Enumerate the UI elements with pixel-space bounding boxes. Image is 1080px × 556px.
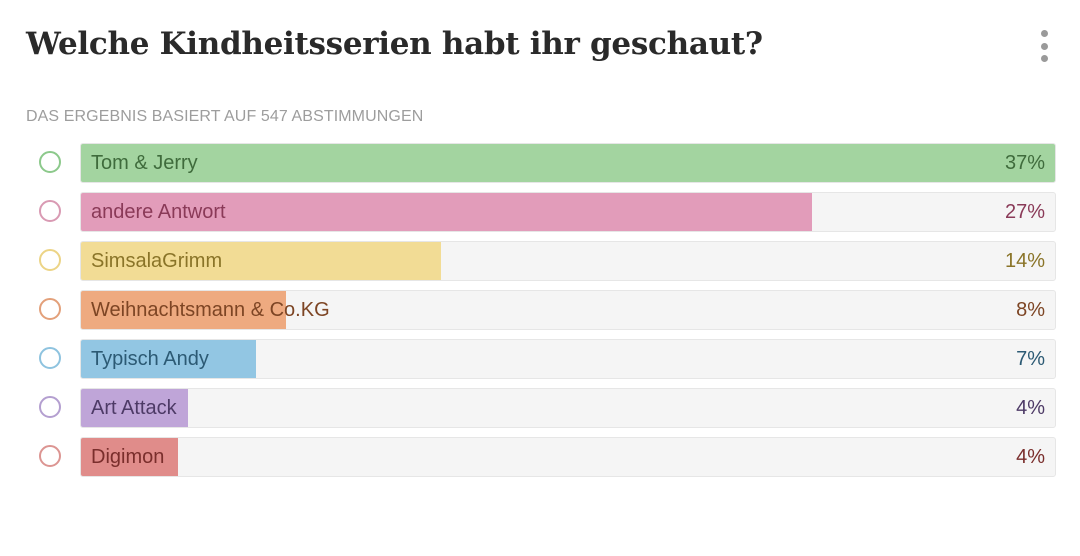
radio-button[interactable] — [39, 396, 61, 418]
result-bar-track[interactable]: Tom & Jerry 37% — [80, 143, 1056, 183]
radio-button[interactable] — [39, 298, 61, 320]
radio-button[interactable] — [39, 151, 61, 173]
result-bar-fill — [81, 438, 179, 476]
option-label: Art Attack — [91, 397, 177, 419]
poll-option[interactable]: Typisch Andy 7% — [0, 339, 1080, 381]
result-bar-fill — [81, 242, 442, 280]
option-percent: 37% — [1004, 152, 1045, 174]
more-options-icon[interactable] — [1030, 28, 1058, 64]
result-bar-fill — [81, 291, 286, 329]
result-bar-fill — [81, 389, 189, 427]
poll-option[interactable]: andere Antwort 27% — [0, 192, 1080, 234]
result-bar-fill — [81, 193, 812, 231]
poll-option[interactable]: Digimon 4% — [0, 437, 1080, 479]
menu-dot — [1040, 30, 1048, 37]
option-percent: 14% — [1004, 250, 1045, 272]
menu-dot — [1040, 55, 1048, 62]
radio-button[interactable] — [39, 249, 61, 271]
option-percent: 8% — [1016, 299, 1045, 321]
option-label: Digimon — [91, 446, 165, 468]
result-bar-fill — [81, 340, 257, 378]
result-bar-track[interactable]: Typisch Andy 7% — [80, 339, 1056, 379]
result-bar-track[interactable]: andere Antwort 27% — [80, 192, 1056, 232]
menu-dot — [1040, 42, 1048, 50]
poll-option[interactable]: Tom & Jerry 37% — [0, 143, 1080, 185]
radio-button[interactable] — [39, 347, 61, 369]
option-label: Weihnachtsmann & Co.KG — [91, 299, 330, 321]
poll-option[interactable]: Weihnachtsmann & Co.KG 8% — [0, 290, 1080, 332]
option-percent: 27% — [1004, 201, 1045, 223]
option-percent: 4% — [1016, 446, 1045, 468]
result-bar-track[interactable]: Weihnachtsmann & Co.KG 8% — [80, 290, 1056, 330]
poll-option[interactable]: Art Attack 4% — [0, 388, 1080, 430]
poll-title: Welche Kindheitsserien habt ihr geschaut… — [26, 26, 763, 62]
radio-button[interactable] — [39, 445, 61, 467]
option-label: SimsalaGrimm — [91, 250, 223, 272]
option-label: Typisch Andy — [91, 348, 209, 370]
result-bar-track[interactable]: Digimon 4% — [80, 437, 1056, 477]
vote-count-subtitle: DAS ERGEBNIS BASIERT AUF 547 ABSTIMMUNGE… — [26, 108, 424, 125]
radio-button[interactable] — [39, 200, 61, 222]
result-bar-track[interactable]: SimsalaGrimm 14% — [80, 241, 1056, 281]
option-percent: 4% — [1016, 397, 1045, 419]
option-label: Tom & Jerry — [91, 152, 198, 174]
result-bar-fill — [81, 144, 1055, 182]
option-label: andere Antwort — [91, 201, 226, 223]
poll-option[interactable]: SimsalaGrimm 14% — [0, 241, 1080, 283]
option-percent: 7% — [1016, 348, 1045, 370]
result-bar-track[interactable]: Art Attack 4% — [80, 388, 1056, 428]
